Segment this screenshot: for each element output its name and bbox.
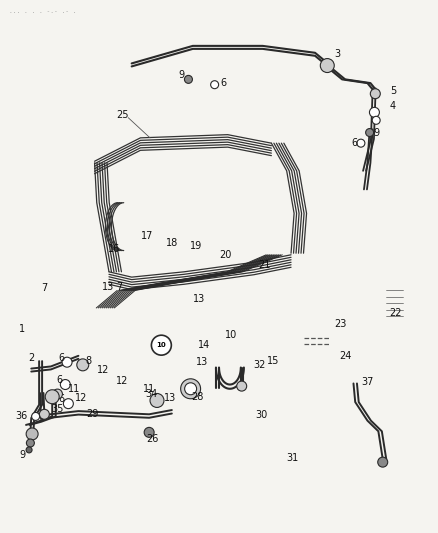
Text: 24: 24 xyxy=(339,351,352,361)
Text: 35: 35 xyxy=(51,404,64,414)
Circle shape xyxy=(150,393,164,407)
Text: 8: 8 xyxy=(49,393,55,403)
Text: 13: 13 xyxy=(164,393,176,403)
Circle shape xyxy=(237,381,247,391)
Text: 9: 9 xyxy=(19,450,25,460)
Text: 6: 6 xyxy=(351,138,357,148)
Text: 30: 30 xyxy=(256,410,268,421)
Text: 18: 18 xyxy=(166,238,178,247)
Circle shape xyxy=(320,59,334,72)
Text: 7: 7 xyxy=(117,282,123,292)
Text: 4: 4 xyxy=(390,101,396,111)
Circle shape xyxy=(369,107,379,117)
Text: 1: 1 xyxy=(18,324,25,334)
Text: 10: 10 xyxy=(225,329,237,340)
Circle shape xyxy=(77,359,89,371)
Circle shape xyxy=(53,389,63,399)
Circle shape xyxy=(60,379,70,390)
Text: 34: 34 xyxy=(145,389,157,399)
Text: 6: 6 xyxy=(59,394,65,405)
Text: 29: 29 xyxy=(86,409,99,419)
Text: 7: 7 xyxy=(41,283,47,293)
Text: ... . . . -.- .- .: ... . . . -.- .- . xyxy=(9,9,76,14)
Circle shape xyxy=(26,439,34,447)
Text: 10: 10 xyxy=(156,342,166,348)
Circle shape xyxy=(366,128,374,136)
Text: 32: 32 xyxy=(253,360,265,370)
Text: 37: 37 xyxy=(361,377,374,387)
Text: 13: 13 xyxy=(193,294,205,304)
Circle shape xyxy=(211,80,219,88)
Text: 28: 28 xyxy=(191,392,203,402)
Text: 13: 13 xyxy=(196,357,208,367)
Circle shape xyxy=(26,428,38,440)
Text: 14: 14 xyxy=(198,340,210,350)
Text: 12: 12 xyxy=(97,365,110,375)
Text: 19: 19 xyxy=(190,241,202,251)
Circle shape xyxy=(378,457,388,467)
Text: 8: 8 xyxy=(86,356,92,366)
Text: 20: 20 xyxy=(219,250,232,260)
Circle shape xyxy=(64,399,73,409)
Text: 25: 25 xyxy=(117,110,129,120)
Text: 6: 6 xyxy=(220,78,226,88)
Circle shape xyxy=(372,116,380,124)
Text: 6: 6 xyxy=(58,353,64,363)
Circle shape xyxy=(357,139,365,147)
Text: 11: 11 xyxy=(68,384,80,394)
Text: 5: 5 xyxy=(391,86,397,96)
Text: 31: 31 xyxy=(286,453,298,463)
Text: 2: 2 xyxy=(28,353,34,363)
Text: 16: 16 xyxy=(108,245,120,254)
Text: 23: 23 xyxy=(334,319,346,329)
Text: 21: 21 xyxy=(259,261,271,270)
Text: 12: 12 xyxy=(116,376,128,386)
Circle shape xyxy=(185,383,197,395)
Text: 17: 17 xyxy=(141,231,153,241)
Text: 13: 13 xyxy=(102,282,114,292)
Circle shape xyxy=(26,447,32,453)
Text: 12: 12 xyxy=(75,393,88,403)
Text: 22: 22 xyxy=(389,308,402,318)
Circle shape xyxy=(32,413,39,421)
Circle shape xyxy=(45,390,59,403)
Circle shape xyxy=(62,357,72,367)
Circle shape xyxy=(39,409,49,419)
Text: 11: 11 xyxy=(143,384,155,394)
Text: 3: 3 xyxy=(334,49,340,59)
Circle shape xyxy=(144,427,154,438)
Text: 6: 6 xyxy=(57,375,63,385)
Text: 36: 36 xyxy=(15,411,28,422)
Text: 15: 15 xyxy=(267,356,280,366)
Text: 9: 9 xyxy=(373,127,379,138)
Text: 9: 9 xyxy=(179,70,185,80)
Text: 26: 26 xyxy=(146,434,159,445)
Circle shape xyxy=(180,379,201,399)
Circle shape xyxy=(370,88,380,99)
Circle shape xyxy=(152,335,171,355)
Circle shape xyxy=(184,75,192,83)
